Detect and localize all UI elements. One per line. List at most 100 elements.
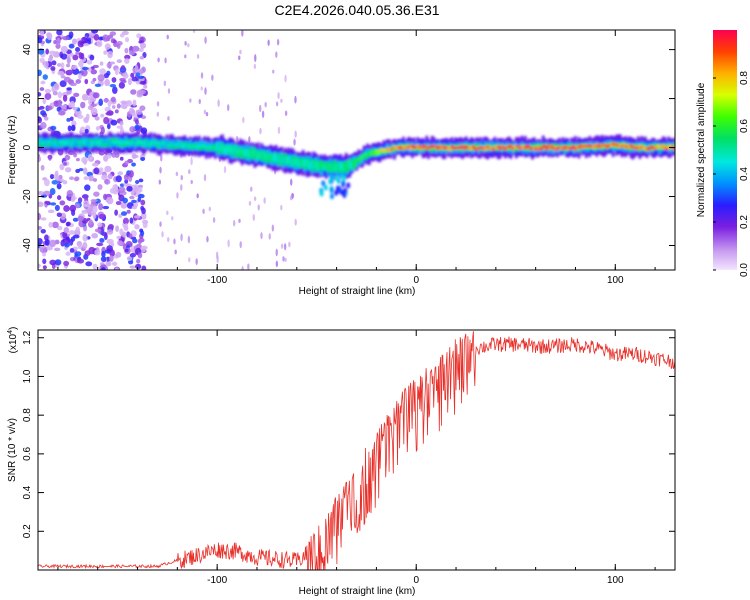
ridge-cell <box>620 145 624 148</box>
ridge-cell <box>49 140 52 144</box>
ridge-cell <box>276 153 280 163</box>
ridge-cell <box>457 146 461 149</box>
ridge-cell <box>299 160 303 168</box>
noise-speck <box>275 248 278 257</box>
ridge-cell <box>633 145 636 149</box>
ridge-cell <box>479 146 482 149</box>
noise-speck <box>238 55 241 61</box>
ridge-cell <box>393 145 396 149</box>
ridge-cell <box>651 145 654 149</box>
noise-speck <box>74 203 81 209</box>
ridge-cell <box>577 145 581 149</box>
ridge-cell <box>642 145 645 150</box>
noise-speck <box>98 167 104 173</box>
ridge-cell <box>353 159 357 166</box>
ridge-cell <box>532 143 536 150</box>
noise-speck <box>90 69 98 75</box>
ridge-cell <box>221 144 224 151</box>
noise-scatter <box>38 30 297 270</box>
noise-speck <box>103 73 110 79</box>
ridge-cell <box>480 146 484 150</box>
noise-speck <box>106 196 114 205</box>
noise-speck <box>119 183 125 187</box>
noise-speck <box>257 204 260 211</box>
ridge-cell <box>660 145 663 149</box>
colorbar-axis: 0.0 0.2 0.4 0.6 0.8 <box>713 71 750 277</box>
noise-speck <box>110 96 116 103</box>
noise-speck <box>72 54 79 61</box>
noise-speck <box>180 184 183 191</box>
ridge-cell <box>579 144 583 148</box>
ridge-cell <box>645 147 649 150</box>
noise-speck <box>44 92 52 100</box>
y-tick-label: 20 <box>22 93 33 105</box>
noise-speck <box>239 241 242 249</box>
ridge-cell <box>434 144 438 148</box>
ridge-cell <box>264 152 267 160</box>
noise-speck <box>212 217 216 223</box>
ridge-cell <box>566 144 570 149</box>
noise-speck <box>116 43 121 49</box>
noise-speck <box>106 62 112 69</box>
ridge-cell <box>217 144 221 152</box>
ridge-cell <box>540 143 543 150</box>
ridge-cell <box>552 143 556 150</box>
noise-speck <box>44 200 51 205</box>
ridge-cell <box>514 145 518 148</box>
ridge-cell <box>126 141 129 145</box>
ridge-cell <box>74 141 78 146</box>
noise-speck <box>121 231 127 238</box>
ridge-cell <box>450 146 454 152</box>
ridge-cell <box>636 146 640 150</box>
ridge-cell <box>208 145 212 151</box>
noise-speck <box>111 152 116 158</box>
ridge-cell <box>274 155 278 162</box>
ridge-cell <box>162 141 165 145</box>
noise-speck <box>99 68 106 75</box>
ridge-cell <box>547 144 550 149</box>
ridge-cell <box>68 141 72 144</box>
noise-speck <box>271 224 275 232</box>
ridge-cell <box>430 145 434 149</box>
ridge-cell <box>477 147 481 150</box>
ridge-cell <box>43 141 47 146</box>
noise-speck <box>93 33 100 41</box>
ridge-cell <box>321 162 325 170</box>
noise-speck <box>253 63 257 69</box>
ridge-cell <box>145 143 149 147</box>
y-tick-label: 0.8 <box>22 408 33 422</box>
noise-speck <box>111 105 116 109</box>
noise-speck <box>95 126 100 131</box>
noise-speck <box>137 193 145 199</box>
ridge-cell <box>518 146 522 150</box>
ridge-cell <box>72 140 76 143</box>
ridge-cell <box>566 147 570 150</box>
ridge-cell <box>597 144 601 148</box>
ridge-cell <box>527 145 531 151</box>
ridge-cell <box>617 142 620 147</box>
ridge-cell <box>138 140 142 144</box>
ridge-cell <box>359 157 362 161</box>
ridge-cell <box>52 138 56 145</box>
ridge-cell <box>611 143 615 148</box>
noise-speck <box>260 232 263 240</box>
noise-speck <box>216 255 219 264</box>
ridge-cell <box>486 145 490 149</box>
noise-speck <box>138 178 144 183</box>
ridge-cell <box>56 141 60 145</box>
noise-speck <box>77 243 83 250</box>
noise-speck <box>253 196 257 202</box>
noise-speck <box>38 69 42 77</box>
ridge-cell <box>296 157 300 166</box>
noise-speck <box>161 231 164 238</box>
ridge-cell <box>464 146 468 152</box>
ridge-cell <box>178 142 181 146</box>
noise-speck <box>137 238 143 245</box>
noise-speck <box>38 106 42 111</box>
noise-speck <box>174 249 177 255</box>
x-tick-label: 100 <box>607 275 624 286</box>
ridge-cell <box>672 143 675 149</box>
noise-speck <box>99 61 104 66</box>
ridge-cell <box>622 143 626 147</box>
ridge-cell <box>199 144 203 151</box>
